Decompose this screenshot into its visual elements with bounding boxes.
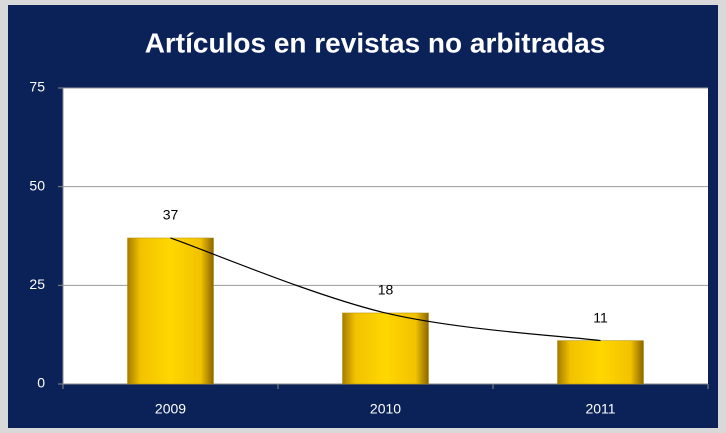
y-tick-label: 75: [29, 79, 45, 95]
bar: [342, 312, 429, 385]
data-label: 37: [163, 207, 179, 223]
y-tick-label: 25: [29, 276, 45, 292]
x-tick-label: 2009: [155, 401, 186, 417]
trend-line: [170, 237, 601, 342]
data-label: 11: [593, 309, 608, 325]
chart-title: Artículos en revistas no arbitradas: [145, 27, 606, 58]
bar: [127, 237, 214, 385]
y-tick-label: 50: [29, 177, 45, 193]
bar: [557, 340, 644, 385]
data-label: 18: [378, 282, 394, 298]
x-tick-label: 2011: [585, 401, 615, 417]
y-tick-label: 0: [37, 375, 45, 391]
x-tick-label: 2010: [370, 401, 401, 417]
